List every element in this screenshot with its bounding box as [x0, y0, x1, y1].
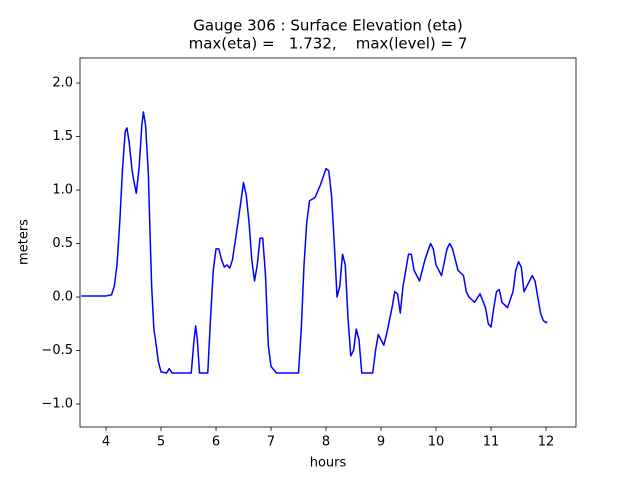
- y-tick-label: 1.5: [52, 129, 73, 144]
- x-tick-label: 5: [157, 435, 165, 450]
- chart-subtitle: max(eta) = 1.732, max(level) = 7: [189, 35, 468, 53]
- x-tick-label: 8: [322, 435, 330, 450]
- x-tick-label: 11: [483, 435, 500, 450]
- y-tick-label: −0.5: [41, 343, 73, 358]
- y-tick-label: −1.0: [41, 396, 73, 411]
- data-line: [81, 111, 548, 374]
- x-tick-label: 7: [267, 435, 275, 450]
- x-tick-label: 9: [377, 435, 385, 450]
- y-tick-label: 0.0: [52, 290, 73, 305]
- y-tick-label: 1.0: [52, 183, 73, 198]
- y-tick-label: 0.5: [52, 236, 73, 251]
- x-tick-label: 4: [102, 435, 110, 450]
- x-tick-label: 10: [428, 435, 445, 450]
- chart-title: Gauge 306 : Surface Elevation (eta): [193, 17, 462, 35]
- x-axis-label: hours: [310, 456, 347, 471]
- plot-frame: [79, 57, 577, 428]
- x-tick-label: 12: [538, 435, 555, 450]
- y-tick-label: 2.0: [52, 76, 73, 91]
- y-axis-label: meters: [17, 219, 32, 265]
- x-tick-label: 6: [212, 435, 220, 450]
